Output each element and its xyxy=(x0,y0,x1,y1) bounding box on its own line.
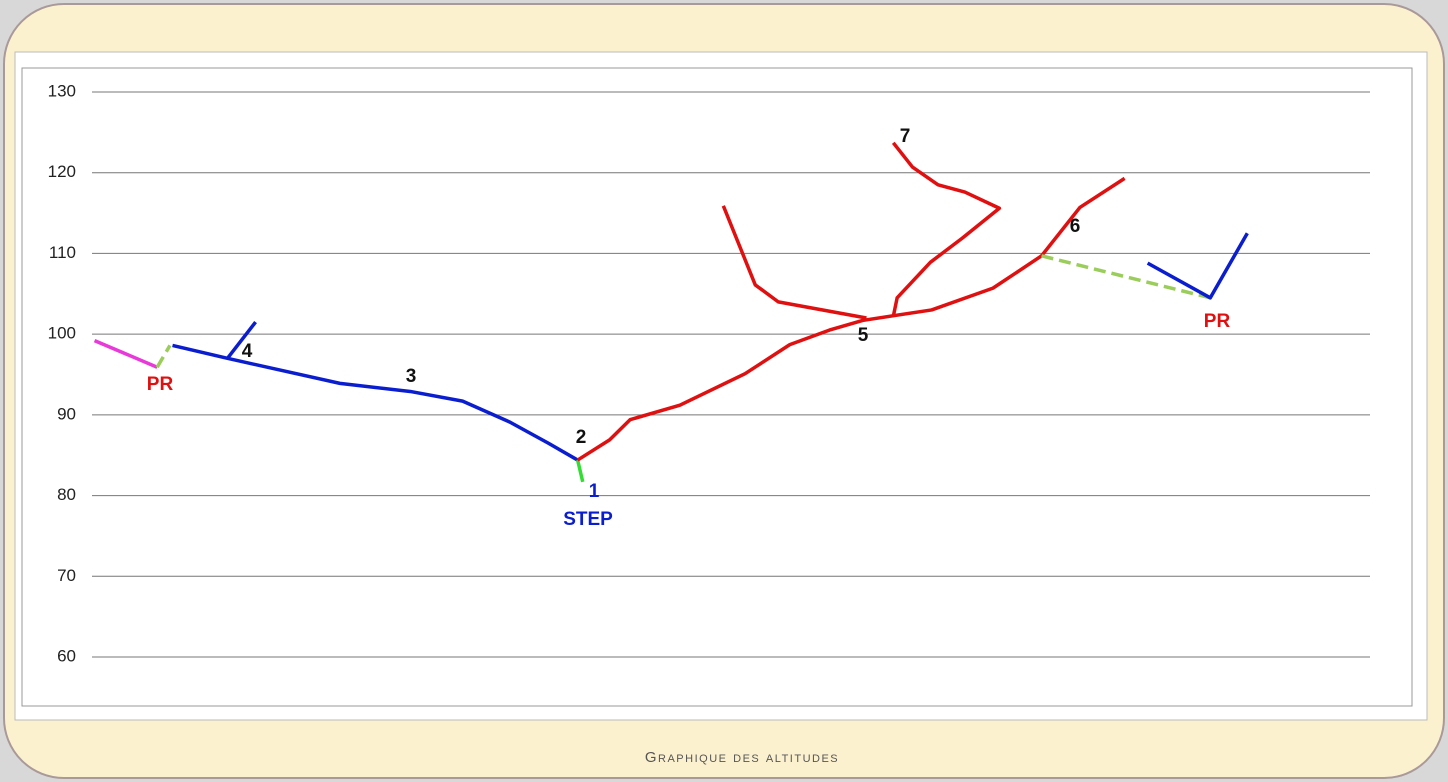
annotation: STEP xyxy=(563,509,613,530)
y-tick-label: 60 xyxy=(57,646,76,665)
annotation: 4 xyxy=(242,341,253,362)
annotation: PR xyxy=(147,374,174,395)
y-tick-label: 130 xyxy=(48,81,76,100)
series-line xyxy=(1146,232,1249,300)
y-tick-label: 70 xyxy=(57,566,76,585)
series-line xyxy=(155,344,172,369)
series-line xyxy=(226,320,257,360)
annotation: PR xyxy=(1204,311,1231,332)
annotation: 1 xyxy=(589,481,600,502)
y-tick-label: 80 xyxy=(57,485,76,504)
y-tick-label: 100 xyxy=(48,324,76,343)
series-line xyxy=(576,176,1126,462)
annotation: 2 xyxy=(576,427,587,448)
y-tick-label: 90 xyxy=(57,404,76,423)
series-line xyxy=(172,343,579,462)
series-line xyxy=(721,205,867,320)
y-tick-label: 120 xyxy=(48,162,76,181)
footer: Graphique des altitudes xyxy=(645,749,839,766)
y-tick-label: 110 xyxy=(49,243,76,262)
annotation: 7 xyxy=(900,126,911,147)
annotation: 3 xyxy=(406,366,417,387)
annotation: 6 xyxy=(1070,216,1081,237)
series-line xyxy=(575,459,585,483)
annotation: 5 xyxy=(858,325,869,346)
series-line xyxy=(891,141,1002,317)
series-line xyxy=(1041,254,1211,300)
series-line xyxy=(93,338,158,369)
